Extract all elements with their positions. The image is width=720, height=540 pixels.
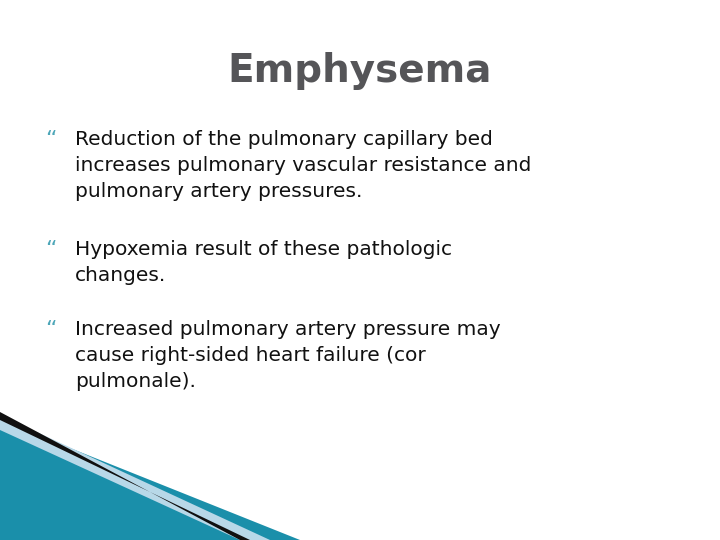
- Polygon shape: [0, 420, 300, 540]
- Text: changes.: changes.: [75, 266, 166, 285]
- Text: Increased pulmonary artery pressure may: Increased pulmonary artery pressure may: [75, 320, 500, 339]
- Text: “: “: [45, 130, 56, 150]
- Text: Emphysema: Emphysema: [228, 52, 492, 90]
- Polygon shape: [0, 415, 270, 540]
- Text: Hypoxemia result of these pathologic: Hypoxemia result of these pathologic: [75, 240, 452, 259]
- Text: cause right-sided heart failure (cor: cause right-sided heart failure (cor: [75, 346, 426, 365]
- Text: pulmonale).: pulmonale).: [75, 372, 196, 391]
- Text: “: “: [45, 240, 56, 260]
- Text: pulmonary artery pressures.: pulmonary artery pressures.: [75, 182, 362, 201]
- Text: Reduction of the pulmonary capillary bed: Reduction of the pulmonary capillary bed: [75, 130, 493, 149]
- Polygon shape: [0, 412, 250, 540]
- Text: “: “: [45, 320, 56, 340]
- Text: increases pulmonary vascular resistance and: increases pulmonary vascular resistance …: [75, 156, 531, 175]
